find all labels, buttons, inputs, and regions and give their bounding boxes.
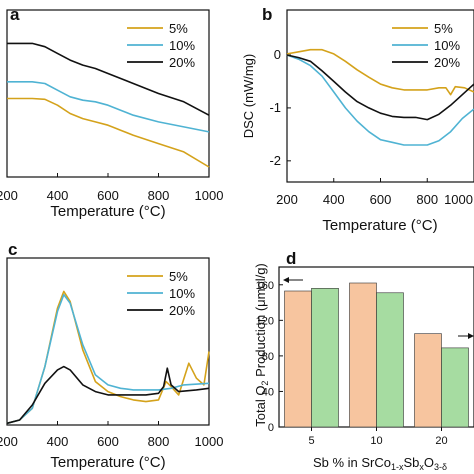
panel-b-x-axis-label: Temperature (°C) bbox=[322, 217, 437, 234]
panel-d-x-ticks: 5 10 20 bbox=[308, 427, 448, 447]
x-tick-label: 1000 bbox=[444, 192, 473, 207]
y-tick-label: 120 bbox=[256, 315, 274, 327]
panel-b-series bbox=[286, 48, 474, 146]
y-tick-label: 160 bbox=[256, 280, 274, 292]
y-tick-label: 0 bbox=[268, 422, 274, 434]
panel-a-x-ticks: 200 400 600 800 1000 bbox=[0, 173, 223, 203]
series-line-5pct bbox=[7, 97, 210, 168]
panel-b-legend: 5% 10% 20% bbox=[392, 21, 460, 70]
legend-label: 5% bbox=[169, 21, 188, 36]
legend-label: 10% bbox=[169, 38, 195, 53]
x-tick-label: 400 bbox=[323, 192, 345, 207]
panel-a-legend: 5% 10% 20% bbox=[127, 21, 195, 70]
legend-label: 10% bbox=[169, 286, 195, 301]
series-line-10pct bbox=[286, 54, 474, 146]
x-tick-label: 400 bbox=[47, 188, 69, 203]
panel-b-y-axis-label: DSC (mW/mg) bbox=[241, 54, 256, 139]
panel-a-series bbox=[7, 42, 210, 168]
y-tick-label: 80 bbox=[262, 351, 274, 363]
x-tick-label: 200 bbox=[276, 192, 298, 207]
x-tick-label: 600 bbox=[370, 192, 392, 207]
x-tick-label: 200 bbox=[0, 188, 18, 203]
legend-label: 5% bbox=[434, 21, 453, 36]
series-line-20pct bbox=[7, 42, 210, 116]
x-tick-label: 1000 bbox=[195, 434, 224, 449]
panel-c-series bbox=[6, 290, 210, 425]
panel-d-y-ticks: 0 40 80 120 160 bbox=[256, 280, 283, 434]
panel-d: d 0 40 80 120 160 5 10 20 Total O2 Production … bbox=[253, 249, 474, 472]
bar bbox=[441, 347, 469, 428]
panel-d-y-axis-label: Total O2 Production (μmol/g) bbox=[253, 263, 270, 427]
x-tick-label: 200 bbox=[0, 434, 18, 449]
series-line-20pct bbox=[6, 365, 210, 425]
series-line-5pct bbox=[286, 48, 474, 96]
legend-label: 20% bbox=[169, 303, 195, 318]
series-line-10pct bbox=[6, 293, 210, 425]
panel-d-label: d bbox=[286, 249, 296, 268]
panel-b-x-ticks: 200 400 600 800 1000 bbox=[276, 178, 474, 207]
y-tick-label: 40 bbox=[262, 386, 274, 398]
panel-a-x-axis-label: Temperature (°C) bbox=[50, 203, 165, 220]
panel-b-label: b bbox=[262, 5, 272, 24]
panel-d-bars bbox=[284, 282, 469, 428]
panel-c: c 200 400 600 800 1000 5% 10% 20% Temperature … bbox=[0, 240, 223, 471]
legend-label: 5% bbox=[169, 269, 188, 284]
panel-c-legend: 5% 10% 20% bbox=[127, 269, 195, 318]
bar bbox=[414, 333, 442, 428]
x-tick-label: 800 bbox=[416, 192, 438, 207]
bar bbox=[284, 290, 312, 428]
series-line-20pct bbox=[286, 54, 474, 121]
panel-c-x-ticks: 200 400 600 800 1000 bbox=[0, 421, 223, 449]
panel-c-label: c bbox=[8, 240, 17, 259]
x-tick-label: 400 bbox=[47, 434, 69, 449]
x-tick-label: 800 bbox=[148, 434, 170, 449]
bar bbox=[349, 282, 377, 428]
y-tick-label: -2 bbox=[269, 153, 281, 168]
legend-label: 20% bbox=[434, 55, 460, 70]
x-tick-label: 600 bbox=[97, 188, 119, 203]
panel-a: a 200 400 600 800 1000 5% 10% 20% Temperature … bbox=[0, 5, 223, 220]
bar bbox=[376, 292, 404, 428]
x-tick-label: 5 bbox=[308, 435, 314, 447]
axis-pointer-arrow-right bbox=[458, 333, 474, 339]
y-tick-label: 0 bbox=[274, 47, 281, 62]
y-tick-label: -1 bbox=[269, 100, 281, 115]
x-tick-label: 10 bbox=[370, 435, 382, 447]
panel-b: b -2 -1 0 200 400 600 800 1000 5% 10% 20% DSC (m… bbox=[241, 5, 474, 234]
panel-b-y-ticks: -2 -1 0 bbox=[269, 47, 291, 168]
x-tick-label: 1000 bbox=[195, 188, 224, 203]
panel-d-x-axis-label: Sb % in SrCo1-xSbxO3-δ bbox=[313, 455, 447, 472]
panel-a-label: a bbox=[10, 5, 20, 24]
legend-label: 10% bbox=[434, 38, 460, 53]
bar bbox=[311, 288, 339, 428]
x-tick-label: 20 bbox=[435, 435, 447, 447]
legend-label: 20% bbox=[169, 55, 195, 70]
series-line-10pct bbox=[7, 81, 210, 133]
x-tick-label: 600 bbox=[97, 434, 119, 449]
x-tick-label: 800 bbox=[148, 188, 170, 203]
panel-c-x-axis-label: Temperature (°C) bbox=[50, 454, 165, 471]
axis-pointer-arrow-left bbox=[283, 277, 303, 283]
